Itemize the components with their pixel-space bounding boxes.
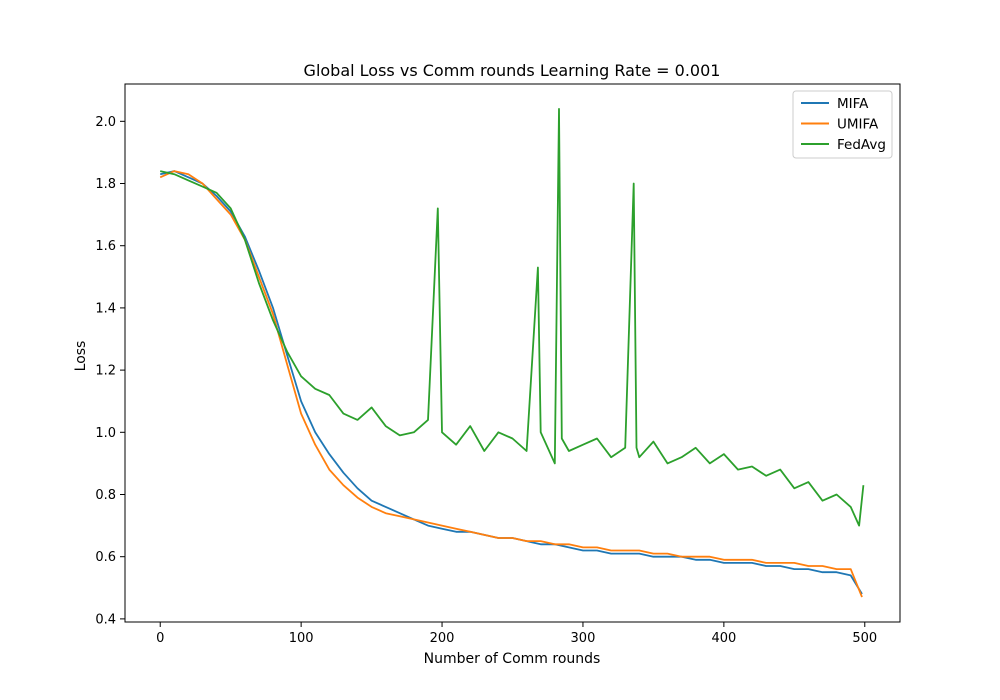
x-tick-label: 0 <box>156 631 164 646</box>
chart-title: Global Loss vs Comm rounds Learning Rate… <box>304 61 721 80</box>
y-tick-label: 1.4 <box>95 301 116 316</box>
y-tick-label: 1.8 <box>95 177 116 192</box>
y-tick-label: 0.8 <box>95 488 116 503</box>
legend-box <box>792 90 893 159</box>
y-tick-label: 0.6 <box>95 550 116 565</box>
y-tick-label: 1.0 <box>95 426 116 441</box>
series-line-mifa <box>160 170 863 595</box>
axes-frame <box>124 83 901 623</box>
x-axis-label: Number of Comm rounds <box>424 651 601 667</box>
y-axis-label: Loss <box>73 341 89 372</box>
x-tick-label: 300 <box>571 631 596 646</box>
x-tick-label: 500 <box>852 631 877 646</box>
y-tick-label: 1.2 <box>95 364 116 379</box>
legend-label: FedAvg <box>837 137 886 153</box>
x-tick-label: 400 <box>711 631 736 646</box>
series-line-umifa <box>159 170 863 598</box>
plot-area <box>159 108 865 598</box>
series-line-fedavg <box>160 108 865 527</box>
y-axis: 0.4 0.6 0.8 1.0 1.2 1.4 1.6 1.8 2.0 <box>95 115 125 627</box>
legend-label: MIFA <box>837 96 869 112</box>
y-tick-label: 2.0 <box>95 115 116 130</box>
x-tick-label: 200 <box>430 631 455 646</box>
x-axis: 0 100 200 300 400 500 <box>156 622 877 646</box>
legend: MIFA UMIFA FedAvg <box>792 90 893 159</box>
legend-label: UMIFA <box>837 117 879 133</box>
x-tick-label: 100 <box>289 631 314 646</box>
y-tick-label: 1.6 <box>95 239 116 254</box>
y-tick-label: 0.4 <box>95 612 116 627</box>
